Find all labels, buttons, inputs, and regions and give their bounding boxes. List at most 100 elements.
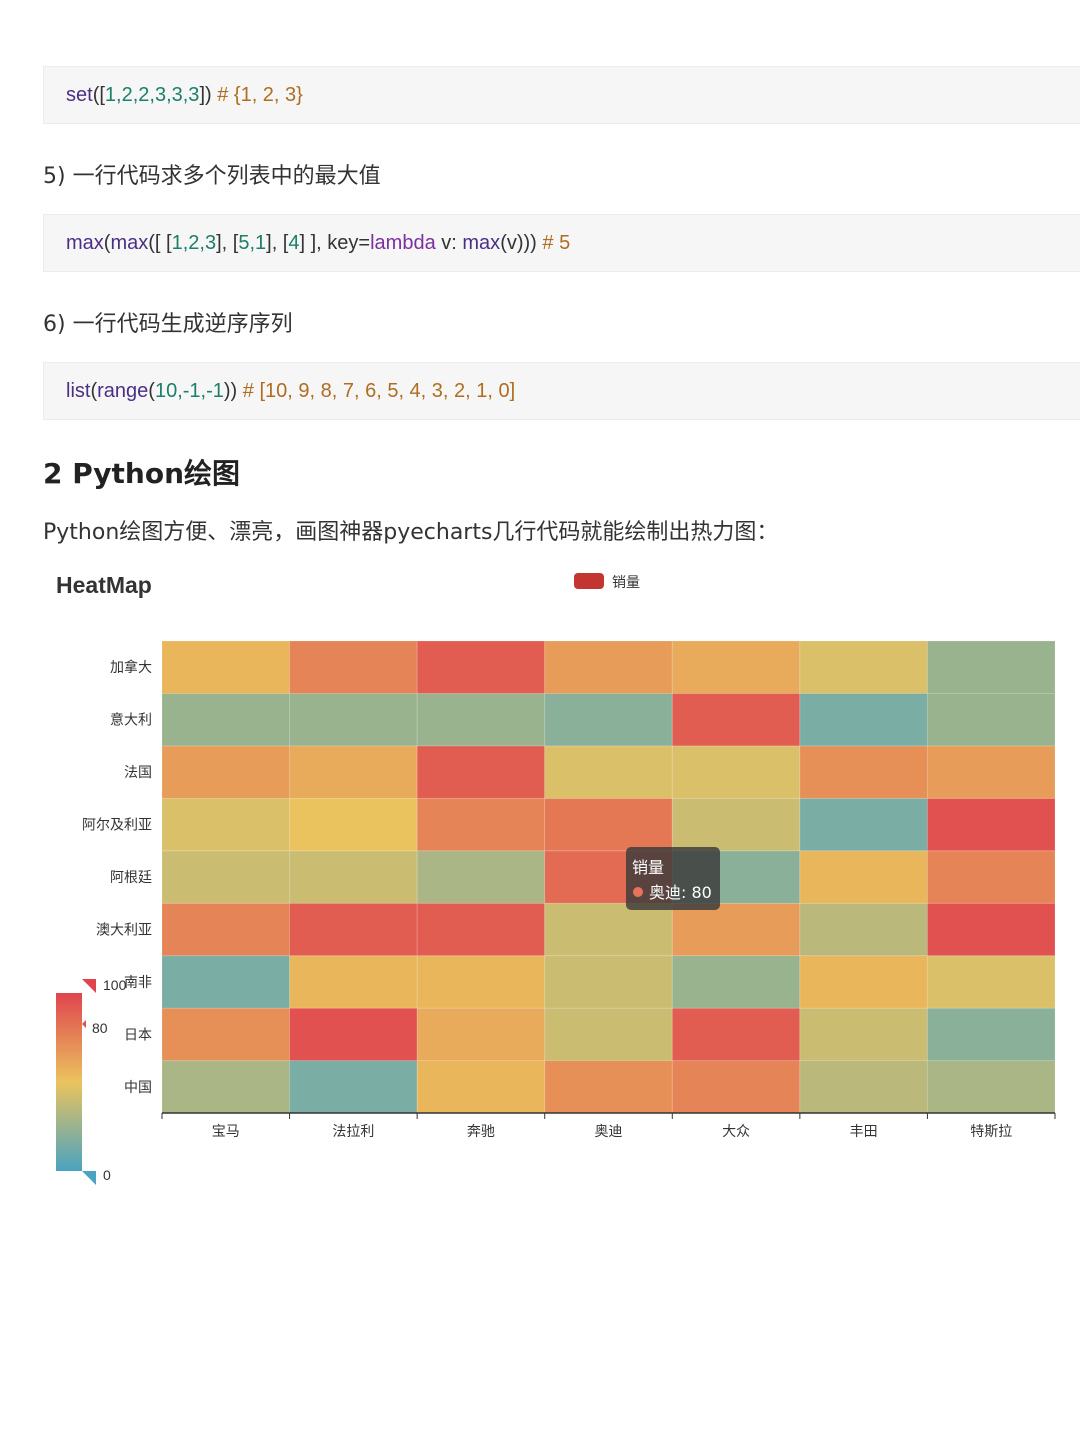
code-token: 4 [288,231,300,254]
x-tick-label: 奔驰 [467,1124,495,1140]
heatmap-cell[interactable] [289,902,418,957]
heatmap-cell[interactable] [544,692,673,747]
heatmap-cells [161,640,1056,1114]
heatmap-cell[interactable] [289,1060,418,1114]
heatmap-cell[interactable] [671,1007,801,1062]
heatmap-cell[interactable] [926,745,1056,799]
heatmap-cell[interactable] [416,1007,546,1062]
tooltip-value: 奥迪: 80 [649,883,712,902]
y-tick-label: 阿尔及利亚 [82,818,152,834]
heatmap-cell[interactable] [544,1007,673,1062]
heatmap-cell[interactable] [799,850,928,904]
heatmap-cell[interactable] [926,902,1056,957]
heatmap-cell[interactable] [544,745,673,799]
heatmap-cell[interactable] [799,955,928,1009]
heatmap-cell[interactable] [416,1060,546,1114]
heatmap-chart: HeatMap 销量 中国 日本 南非 澳大利亚 阿根廷 阿尔及利亚 法国 意大利 加拿大 宝马… [56,572,1056,1185]
code-token: max [66,231,104,254]
code-token: set [66,83,93,106]
code-token: = [358,231,371,254]
heatmap-cell[interactable] [926,955,1056,1009]
x-tick-label: 丰田 [850,1124,878,1140]
heatmap-cell[interactable] [416,955,546,1009]
heatmap-cell[interactable] [161,1007,291,1062]
heatmap-cell[interactable] [289,1007,418,1062]
code-token: max [462,231,501,254]
heatmap-cell[interactable] [544,1060,673,1114]
heatmap-cell[interactable] [799,1007,928,1062]
code-token: key [327,231,359,254]
code-token: ( [148,379,155,402]
legend[interactable]: 销量 [574,573,640,591]
y-tick-label: 日本 [124,1027,152,1043]
heatmap-cell[interactable] [671,745,801,799]
heatmap-cell[interactable] [926,850,1056,904]
heatmap-cell[interactable] [161,955,291,1009]
heatmap-cell[interactable] [161,692,291,747]
code-comment: # 5 [542,231,571,254]
heatmap-cell[interactable] [799,692,928,747]
code-token: ], [ [216,231,239,254]
heatmap-cell[interactable] [799,1060,928,1114]
heatmap-cell[interactable] [289,850,418,904]
heatmap-cell[interactable] [161,797,291,852]
heatmap-cell[interactable] [799,797,928,852]
legend-label[interactable]: 销量 [612,575,640,591]
x-axis: 宝马 法拉利 奔驰 奥迪 大众 丰田 特斯拉 [161,1112,1056,1140]
heatmap-cell[interactable] [161,640,291,694]
code-token: 10,-1,-1 [154,379,224,402]
heatmap-cell[interactable] [416,692,546,747]
heatmap-cell[interactable] [161,902,291,957]
y-tick-label: 阿根廷 [110,870,152,886]
visual-map[interactable]: 100 80 0 [56,977,127,1185]
heatmap-cell[interactable] [416,745,546,799]
legend-swatch[interactable] [574,573,604,589]
heatmap-cell[interactable] [544,902,673,957]
heatmap-cell[interactable] [161,745,291,799]
heatmap-cell[interactable] [416,797,546,852]
heatmap-cell[interactable] [544,955,673,1009]
visual-map-bar[interactable] [56,993,82,1171]
heatmap-cell[interactable] [799,902,928,957]
heatmap-cell[interactable] [289,640,418,694]
visual-map-indicator [82,1020,86,1028]
code-token: ] ], [299,231,328,254]
heatmap-cell[interactable] [544,640,673,694]
heatmap-cell[interactable] [671,955,801,1009]
heatmap-cell[interactable] [926,640,1056,694]
heatmap-cell[interactable] [926,692,1056,747]
heatmap-cell[interactable] [416,850,546,904]
visual-map-min-label: 0 [103,1167,111,1183]
code-block-range: list(range(10,-1,-1)) # [10, 9, 8, 7, 6,… [43,362,1080,420]
heatmap-cell[interactable] [926,1060,1056,1114]
heatmap-cell[interactable] [671,692,801,747]
code-token: ([ [ [148,231,172,254]
code-token: 1,2,2,3,3,3 [104,83,200,106]
heatmap-cell[interactable] [926,797,1056,852]
heatmap-cell[interactable] [161,1060,291,1114]
heatmap-cell[interactable] [671,902,801,957]
heatmap-cell[interactable] [671,797,801,852]
heatmap-cell[interactable] [416,640,546,694]
chart-title: HeatMap [56,572,152,598]
heatmap-cell[interactable] [671,1060,801,1114]
heatmap-cell[interactable] [799,745,928,799]
code-token: range [97,379,149,402]
heatmap-cell[interactable] [671,640,801,694]
heatmap-cell[interactable] [544,797,673,852]
heatmap-cell[interactable] [289,955,418,1009]
heatmap-cell[interactable] [416,902,546,957]
code-token: max [110,231,149,254]
heatmap-cell[interactable] [289,797,418,852]
heatmap-cell[interactable] [799,640,928,694]
heatmap-cell[interactable] [161,850,291,904]
visual-map-handle-top[interactable] [82,979,96,993]
tooltip-marker [633,887,643,897]
heatmap-cell[interactable] [926,1007,1056,1062]
heatmap-cell[interactable] [289,692,418,747]
visual-map-handle-bottom[interactable] [82,1171,96,1185]
code-token: ( [90,379,98,402]
code-token: ]) [199,83,212,106]
heatmap-cell[interactable] [289,745,418,799]
y-axis: 中国 日本 南非 澳大利亚 阿根廷 阿尔及利亚 法国 意大利 加拿大 [82,659,152,1096]
